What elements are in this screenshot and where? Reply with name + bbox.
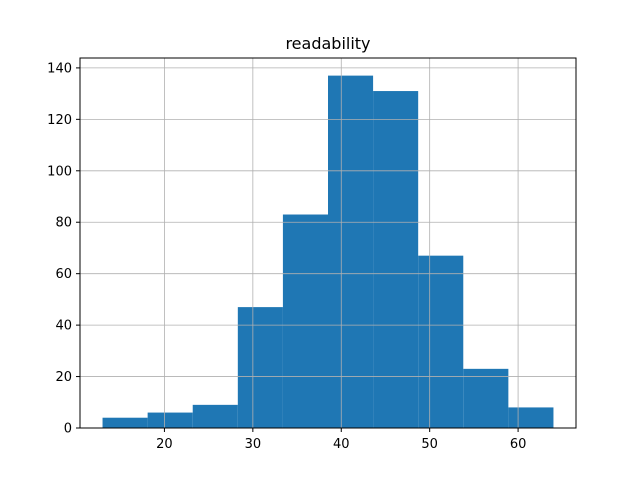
histogram-bar-2 [192, 404, 238, 428]
y-tick-label-4: 80 [55, 216, 72, 231]
y-tick-label-6: 120 [47, 113, 72, 128]
histogram-bar-4 [282, 214, 328, 428]
histogram-bar-5 [328, 75, 374, 428]
x-tick-label-4: 60 [510, 437, 527, 452]
histogram-bar-6 [373, 91, 419, 428]
chart-title: readability [285, 34, 370, 53]
y-tick-label-1: 20 [55, 370, 72, 385]
y-tick-label-2: 40 [55, 319, 72, 334]
histogram-bar-9 [508, 407, 554, 428]
x-tick-label-2: 40 [333, 437, 350, 452]
histogram-bar-3 [237, 307, 283, 428]
plot-frame [79, 57, 577, 429]
histogram-bar-1 [147, 412, 193, 428]
x-tick-label-0: 20 [156, 437, 173, 452]
y-tick-label-3: 60 [55, 267, 72, 282]
histogram-bar-0 [102, 417, 148, 428]
x-tick-label-3: 50 [421, 437, 438, 452]
histogram-bar-7 [418, 255, 464, 428]
y-tick-label-5: 100 [47, 164, 72, 179]
x-tick-label-1: 30 [245, 437, 262, 452]
ticks-layer: 20 30 40 50 60 0 20 40 60 80 100 120 140 [47, 61, 526, 452]
y-tick-label-7: 140 [47, 61, 72, 76]
y-tick-label-0: 0 [64, 422, 72, 437]
histogram-bar-8 [463, 368, 509, 428]
bars-layer [102, 75, 554, 428]
